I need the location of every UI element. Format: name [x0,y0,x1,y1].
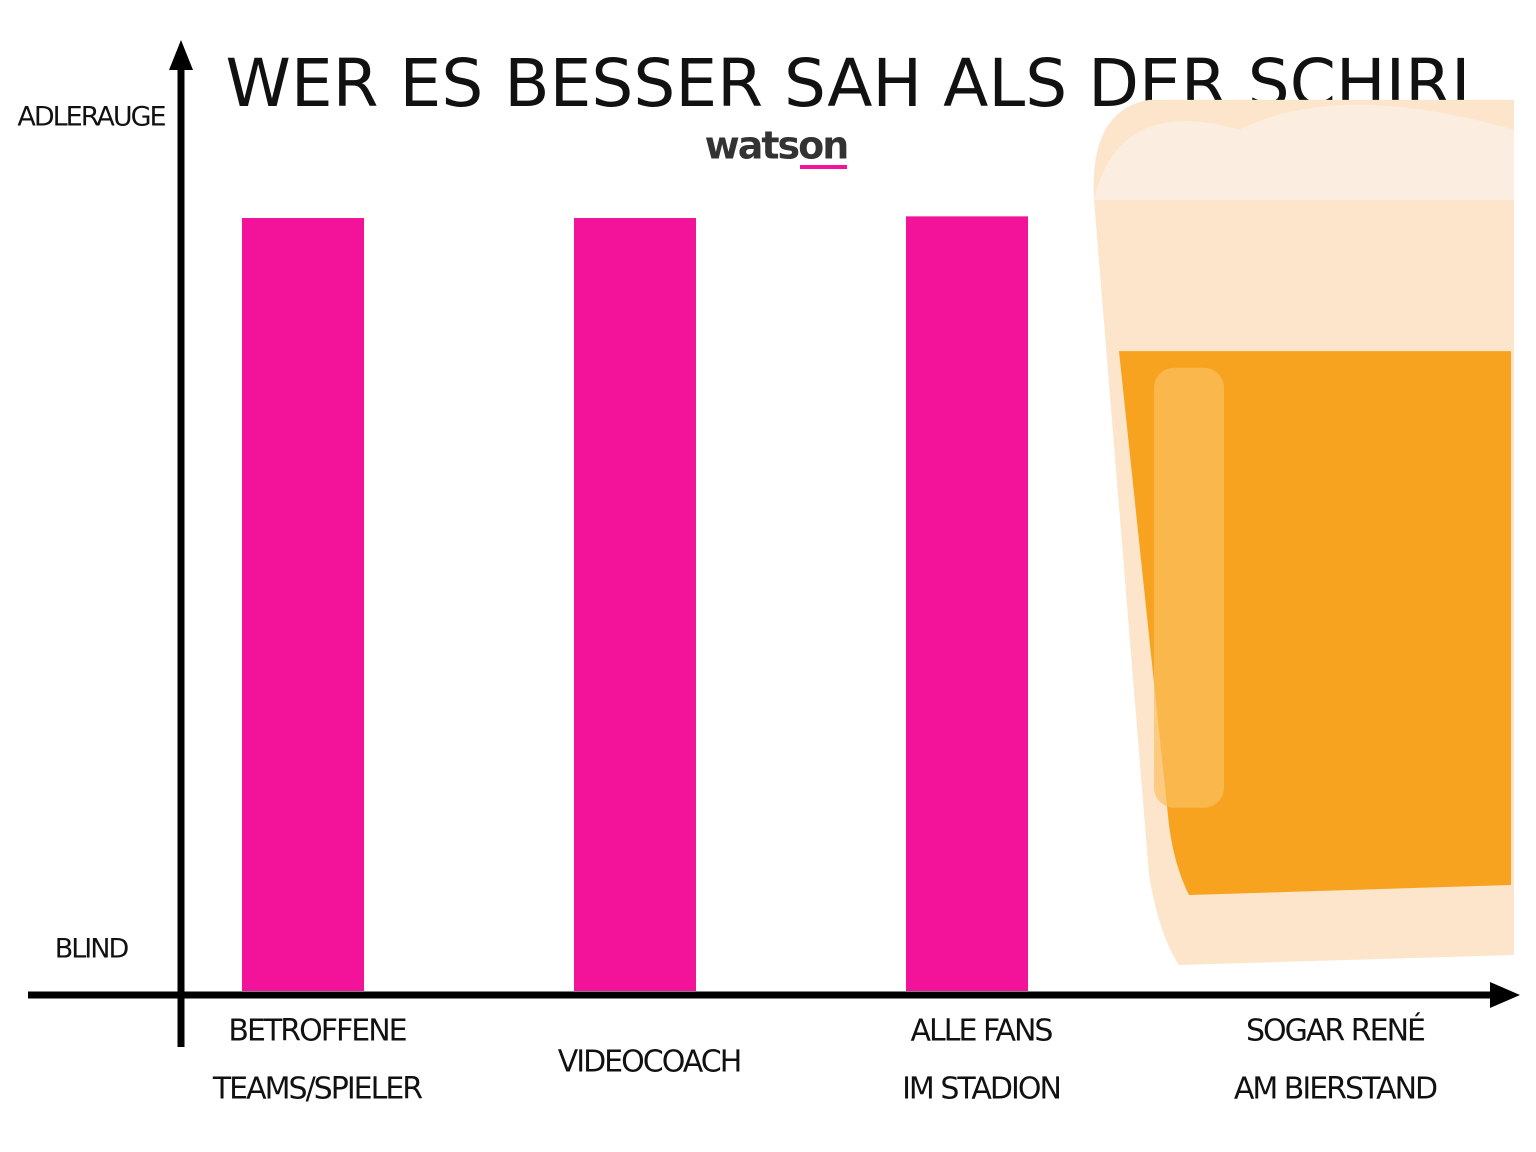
y-axis-arrow [169,40,193,70]
beer-highlight [1154,367,1224,808]
source-logo: watson [705,124,848,168]
beer-glass [1093,99,1514,965]
x-tick-label: BETROFFENE [228,1014,406,1049]
bar [242,218,364,991]
x-tick-label: TEAMS/SPIELER [212,1072,422,1107]
y-tick-label: BLIND [55,934,129,965]
x-tick-label: ALLE FANS [911,1014,1053,1049]
x-tick-label: AM BIERSTAND [1234,1072,1437,1107]
x-tick-label: SOGAR RENÉ [1246,1013,1425,1049]
y-tick-label: ADLERAUGE [17,102,165,133]
x-tick-label: VIDEOCOACH [558,1045,741,1080]
bar [906,216,1028,991]
x-axis-arrow [1490,982,1520,1008]
x-tick-label: IM STADION [902,1072,1060,1107]
logo-underline [800,165,847,169]
bar [574,218,696,991]
beer-foam [1094,104,1514,200]
